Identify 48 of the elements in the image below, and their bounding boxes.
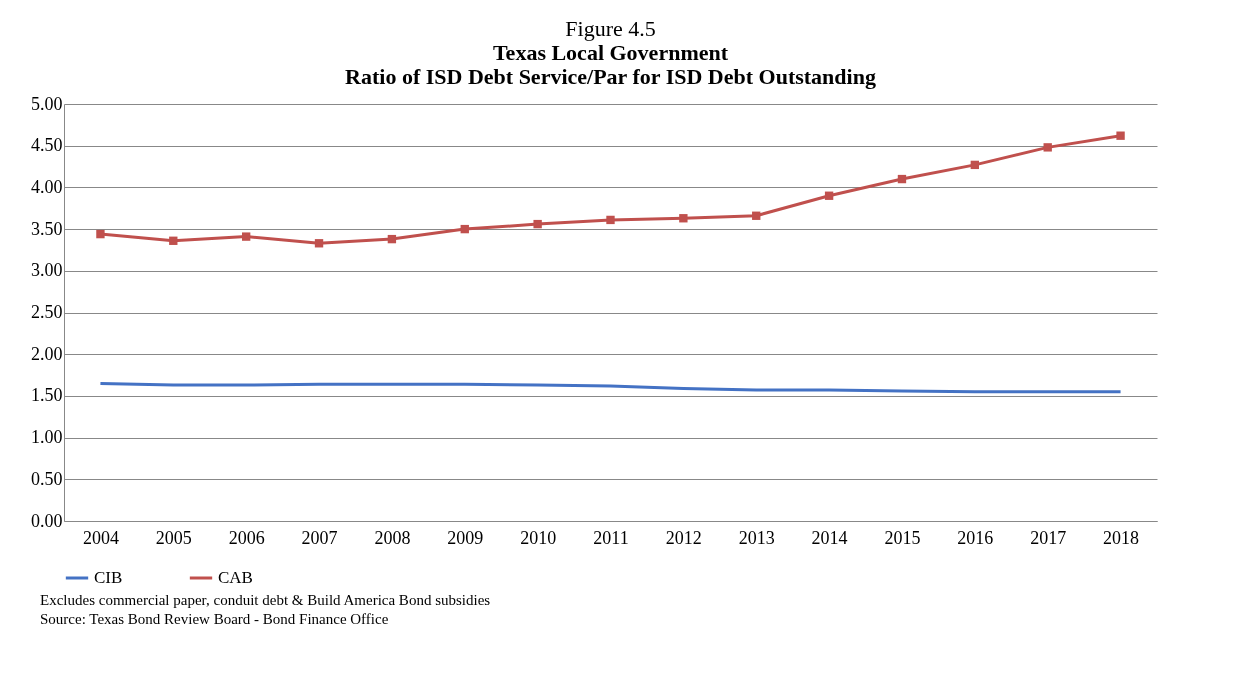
point — [897, 174, 907, 184]
x-tick-label: 2013 — [738, 527, 775, 548]
x-tick-label: 2017 — [1030, 527, 1067, 548]
y-tick-label: 1.50 — [31, 385, 63, 406]
text: Excludes commercial paper, conduit debt & Build America Bond subsidies — [40, 591, 492, 610]
x-tick-label: 2015 — [884, 527, 921, 548]
y-tick-label: 4.50 — [31, 135, 63, 156]
point — [387, 234, 397, 244]
point — [679, 214, 688, 223]
point — [533, 219, 542, 229]
point — [752, 211, 761, 220]
x-tick-label: 2009 — [447, 527, 484, 548]
x-tick-label: 2006 — [228, 527, 265, 548]
y-tick-label: 0.00 — [31, 510, 63, 531]
y-tick-label: 3.50 — [31, 218, 63, 239]
point — [1043, 143, 1052, 152]
chart-subtitle: Texas Local Government Ratio of ISD Debt Service/Par for ISD Debt Outstanding — [345, 40, 876, 89]
point — [970, 160, 980, 170]
point — [314, 239, 324, 248]
point — [96, 229, 105, 239]
x-tick-label: 2012 — [665, 527, 702, 548]
x-tick-label: 2007 — [301, 527, 338, 548]
point — [606, 215, 615, 225]
x-tick-label: 2004 — [82, 527, 119, 548]
y-tick-label: 3.00 — [31, 260, 63, 281]
x-tick-label: 2010 — [520, 527, 557, 548]
point — [460, 224, 469, 234]
x-tick-label: 2011 — [593, 527, 629, 548]
point — [169, 236, 178, 245]
source-note: Source: Texas Bond Review Board - Bond Finance Office — [40, 610, 390, 629]
legend-label: CIB — [94, 568, 123, 587]
x-tick-label: 2005 — [155, 527, 192, 548]
legend-label: CAB — [218, 568, 253, 587]
x-tick-label: 2016 — [957, 527, 994, 548]
point — [1116, 131, 1125, 140]
y-tick-label: 2.00 — [31, 343, 63, 364]
y-tick-label: 2.50 — [31, 302, 63, 322]
chart-title: Figure 4.5 — [565, 16, 656, 41]
x-tick-label: 2018 — [1103, 527, 1140, 548]
y-tick-label: 0.50 — [31, 468, 63, 489]
x-tick-label: 2014 — [811, 527, 848, 548]
x-tick-label: 2008 — [374, 527, 411, 548]
point — [824, 191, 834, 200]
y-tick-label: 4.00 — [31, 176, 63, 197]
line-series — [98, 381, 1123, 394]
y-tick-label: 1.00 — [31, 427, 63, 448]
point — [241, 232, 251, 241]
y-tick-label: 5.00 — [31, 93, 63, 114]
